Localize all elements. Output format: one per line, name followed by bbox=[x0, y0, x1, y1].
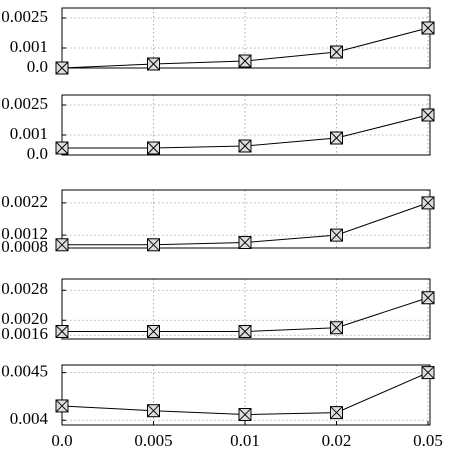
y-tick-label: 0.0020 bbox=[1, 309, 48, 328]
marker bbox=[330, 321, 343, 335]
marker bbox=[55, 61, 69, 75]
marker bbox=[147, 325, 160, 338]
y-tick-label: 0.001 bbox=[10, 37, 48, 56]
plot-frame bbox=[61, 7, 431, 69]
y-tick-label: 0.0022 bbox=[1, 192, 48, 211]
y-tick-label: 0.001 bbox=[10, 124, 48, 143]
y-tick-label: 0.0025 bbox=[1, 94, 48, 113]
y-tick-label: 0.0 bbox=[27, 57, 48, 76]
marker bbox=[147, 141, 160, 155]
y-tick-label: 0.0045 bbox=[1, 362, 48, 381]
marker bbox=[238, 139, 252, 153]
marker bbox=[55, 238, 69, 252]
x-tick-label: 0.01 bbox=[230, 431, 260, 450]
marker bbox=[330, 228, 343, 242]
marker bbox=[421, 196, 435, 210]
x-tick-label: 0.0 bbox=[51, 431, 72, 450]
marker bbox=[55, 399, 69, 413]
marker bbox=[238, 54, 252, 68]
marker bbox=[238, 236, 252, 250]
marker bbox=[421, 21, 435, 35]
x-tick-label: 0.05 bbox=[413, 431, 443, 450]
marker bbox=[330, 406, 343, 420]
y-tick-label: 0.0012 bbox=[1, 224, 48, 243]
y-tick-label: 0.0016 bbox=[1, 324, 48, 343]
y-tick-label: 0.0025 bbox=[1, 7, 48, 26]
marker bbox=[421, 366, 435, 380]
plot-frame bbox=[61, 278, 431, 340]
y-tick-label: 0.004 bbox=[10, 409, 49, 428]
marker bbox=[238, 325, 252, 338]
marker bbox=[147, 238, 160, 252]
marker bbox=[147, 404, 160, 418]
plot-frame bbox=[61, 364, 431, 426]
plot-frame bbox=[61, 94, 431, 156]
y-tick-label: 0.0 bbox=[27, 144, 48, 163]
marker bbox=[330, 131, 343, 145]
y-tick-label: 0.0008 bbox=[1, 237, 48, 256]
marker bbox=[330, 45, 343, 59]
marker bbox=[421, 108, 435, 122]
marker bbox=[55, 325, 69, 338]
marker bbox=[147, 57, 160, 71]
marker bbox=[238, 408, 252, 422]
y-tick-label: 0.0028 bbox=[1, 279, 48, 298]
x-tick-label: 0.005 bbox=[134, 431, 172, 450]
marker bbox=[421, 291, 435, 305]
marker bbox=[55, 141, 69, 155]
x-tick-label: 0.02 bbox=[322, 431, 352, 450]
